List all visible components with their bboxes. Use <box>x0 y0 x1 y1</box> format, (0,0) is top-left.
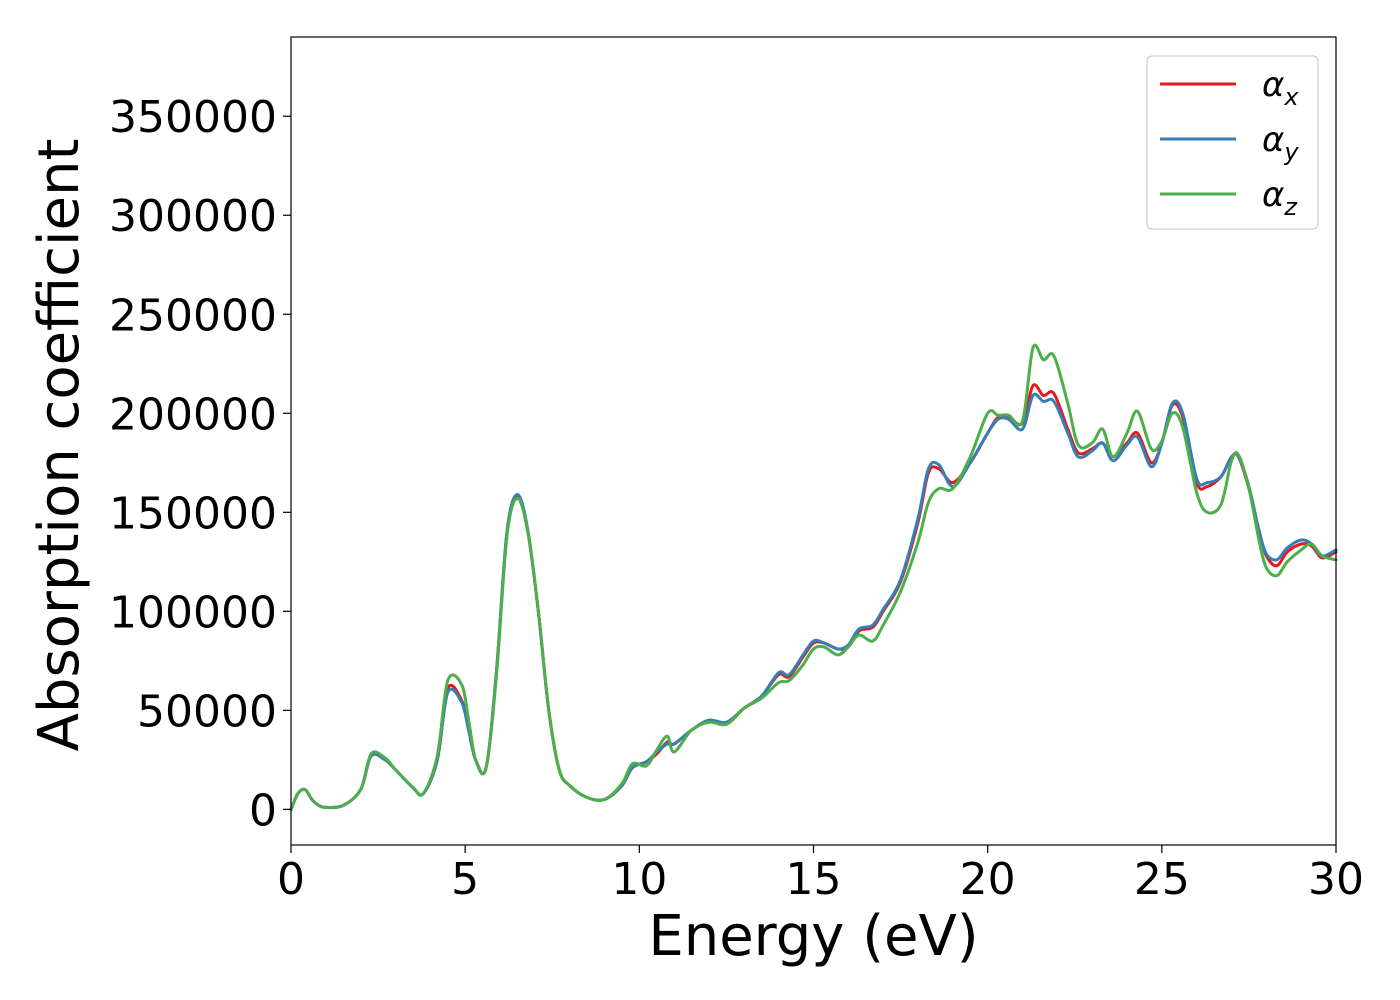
y-tick-label: 150000 <box>109 488 277 539</box>
legend-label-x: αx <box>1262 65 1299 111</box>
x-tick-label: 0 <box>277 854 305 905</box>
series-line-z <box>289 343 1338 811</box>
legend-subscript: y <box>1283 138 1299 166</box>
series-layer <box>289 343 1338 811</box>
y-tick-label: 0 <box>249 785 277 836</box>
x-tick-label: 15 <box>786 854 842 905</box>
legend-box <box>1146 55 1319 230</box>
x-tick-label: 25 <box>1134 854 1190 905</box>
y-tick-label: 350000 <box>109 92 277 143</box>
x-axis-label: Energy (eV) <box>648 904 978 969</box>
legend-symbol: α <box>1262 120 1284 160</box>
legend-subscript: x <box>1283 83 1299 111</box>
legend-label-y: αy <box>1262 120 1299 166</box>
legend-subscript: z <box>1283 193 1298 221</box>
legend-symbol: α <box>1262 65 1284 105</box>
ticks-layer: 0 5 10 15 20 25 30 0 50000 100000 150000 200000 2500… <box>109 92 1364 905</box>
x-tick-label: 5 <box>451 854 479 905</box>
y-tick-label: 50000 <box>137 686 277 737</box>
x-tick-label: 20 <box>960 854 1016 905</box>
y-tick-label: 250000 <box>109 290 277 341</box>
x-tick-label: 30 <box>1308 854 1364 905</box>
y-axis-label: Absorption coefficient <box>27 139 92 752</box>
y-tick-label: 200000 <box>109 389 277 440</box>
legend-symbol: α <box>1262 175 1284 215</box>
x-tick-label: 10 <box>611 854 667 905</box>
series-line-y <box>289 392 1338 811</box>
y-tick-label: 300000 <box>109 191 277 242</box>
y-tick-label: 100000 <box>109 587 277 638</box>
legend-label-z: αz <box>1262 175 1298 221</box>
series-line-x <box>289 383 1338 811</box>
